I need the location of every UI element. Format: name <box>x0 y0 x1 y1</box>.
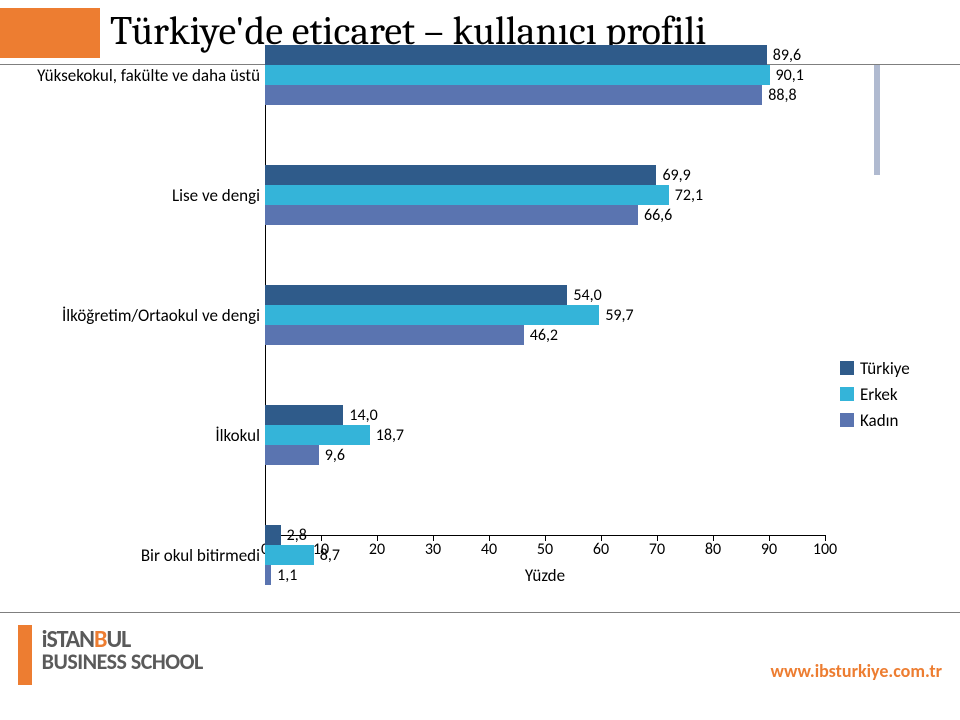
x-tick-mark <box>825 535 826 541</box>
bar <box>265 445 319 465</box>
logo-line-2: BUSINESS SCHOOL <box>42 648 203 675</box>
bar <box>265 45 767 65</box>
slide: Türkiye'de eticaret – kullanıcı profili … <box>0 0 960 720</box>
bar-value-label: 59,7 <box>605 306 633 325</box>
legend-label: Türkiye <box>860 358 910 379</box>
legend-swatch <box>840 361 854 375</box>
bar <box>265 405 343 425</box>
bar-value-label: 46,2 <box>530 326 558 345</box>
bar-value-label: 69,9 <box>662 166 690 185</box>
logo-accent-block <box>18 625 32 685</box>
x-tick: 60 <box>593 540 609 559</box>
logo-text: iSTANBUL BUSINESS SCHOOL <box>42 625 203 675</box>
legend-label: Erkek <box>860 384 898 405</box>
bar-value-label: 8,7 <box>320 546 340 565</box>
bar <box>265 65 770 85</box>
x-tick: 20 <box>369 540 385 559</box>
x-tick-mark <box>545 535 546 541</box>
bar <box>265 305 599 325</box>
bar <box>265 545 314 565</box>
x-tick-mark <box>601 535 602 541</box>
legend-swatch <box>840 387 854 401</box>
x-tick-mark <box>489 535 490 541</box>
x-axis-title: Yüzde <box>265 565 825 586</box>
bar-value-label: 1,1 <box>277 566 297 585</box>
bar <box>265 565 271 585</box>
x-tick: 90 <box>761 540 777 559</box>
bar <box>265 425 370 445</box>
x-tick: 30 <box>425 540 441 559</box>
bar-value-label: 9,6 <box>325 446 345 465</box>
footer-url: www.ibsturkiye.com.tr <box>770 660 942 682</box>
x-tick: 70 <box>649 540 665 559</box>
user-profile-bar-chart: Yüzde TürkiyeErkekKadın 0102030405060708… <box>0 75 960 595</box>
x-tick-mark <box>769 535 770 541</box>
x-tick-mark <box>433 535 434 541</box>
ibs-logo: iSTANBUL BUSINESS SCHOOL <box>18 625 203 685</box>
x-tick-mark <box>377 535 378 541</box>
category-label: Yüksekokul, fakülte ve daha üstü <box>10 65 260 86</box>
legend-label: Kadın <box>860 410 898 431</box>
chart-legend: Türkiye Erkek Kadın <box>840 355 910 433</box>
x-tick: 100 <box>813 540 837 559</box>
x-tick: 40 <box>481 540 497 559</box>
x-tick-mark <box>713 535 714 541</box>
legend-item: Erkek <box>840 381 910 407</box>
bar-value-label: 89,6 <box>773 46 801 65</box>
bar-value-label: 18,7 <box>376 426 404 445</box>
x-tick-mark <box>657 535 658 541</box>
bar-value-label: 54,0 <box>573 286 601 305</box>
category-label: İlkokul <box>10 425 260 446</box>
bar <box>265 165 656 185</box>
bar-value-label: 90,1 <box>776 66 804 85</box>
legend-swatch <box>840 413 854 427</box>
bar <box>265 85 762 105</box>
x-tick-mark <box>321 535 322 541</box>
title-accent-block <box>0 8 100 58</box>
bar-value-label: 2,8 <box>287 526 307 545</box>
legend-item: Kadın <box>840 407 910 433</box>
bar-value-label: 66,6 <box>644 206 672 225</box>
bar <box>265 185 669 205</box>
bar <box>265 325 524 345</box>
bar <box>265 285 567 305</box>
bar-value-label: 88,8 <box>768 86 796 105</box>
bar-value-label: 14,0 <box>349 406 377 425</box>
bar <box>265 525 281 545</box>
category-label: Lise ve dengi <box>10 185 260 206</box>
x-tick: 80 <box>705 540 721 559</box>
footer-divider <box>0 612 960 613</box>
bar-value-label: 72,1 <box>675 186 703 205</box>
category-label: Bir okul bitirmedi <box>10 545 260 566</box>
category-label: İlköğretim/Ortaokul ve dengi <box>10 305 260 326</box>
bar <box>265 205 638 225</box>
x-tick: 50 <box>537 540 553 559</box>
legend-item: Türkiye <box>840 355 910 381</box>
